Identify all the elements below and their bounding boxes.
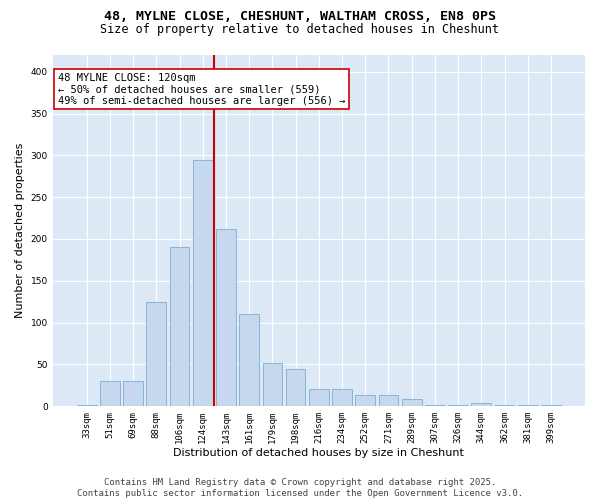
Bar [379, 394, 398, 406]
Bar [286, 368, 305, 406]
Bar [100, 381, 120, 406]
X-axis label: Distribution of detached houses by size in Cheshunt: Distribution of detached houses by size … [173, 448, 464, 458]
Bar [193, 160, 212, 406]
Text: 48 MYLNE CLOSE: 120sqm
← 50% of detached houses are smaller (559)
49% of semi-de: 48 MYLNE CLOSE: 120sqm ← 50% of detached… [58, 72, 346, 106]
Text: 48, MYLNE CLOSE, CHESHUNT, WALTHAM CROSS, EN8 0PS: 48, MYLNE CLOSE, CHESHUNT, WALTHAM CROSS… [104, 10, 496, 23]
Bar [425, 404, 445, 406]
Bar [494, 404, 514, 406]
Y-axis label: Number of detached properties: Number of detached properties [15, 143, 25, 318]
Bar [332, 388, 352, 406]
Bar [448, 404, 468, 406]
Bar [216, 229, 236, 406]
Bar [239, 314, 259, 406]
Bar [472, 403, 491, 406]
Text: Size of property relative to detached houses in Cheshunt: Size of property relative to detached ho… [101, 22, 499, 36]
Text: Contains HM Land Registry data © Crown copyright and database right 2025.
Contai: Contains HM Land Registry data © Crown c… [77, 478, 523, 498]
Bar [541, 404, 561, 406]
Bar [77, 404, 97, 406]
Bar [402, 398, 422, 406]
Bar [309, 388, 329, 406]
Bar [123, 381, 143, 406]
Bar [263, 362, 282, 406]
Bar [170, 248, 190, 406]
Bar [518, 404, 538, 406]
Bar [355, 394, 375, 406]
Bar [146, 302, 166, 406]
